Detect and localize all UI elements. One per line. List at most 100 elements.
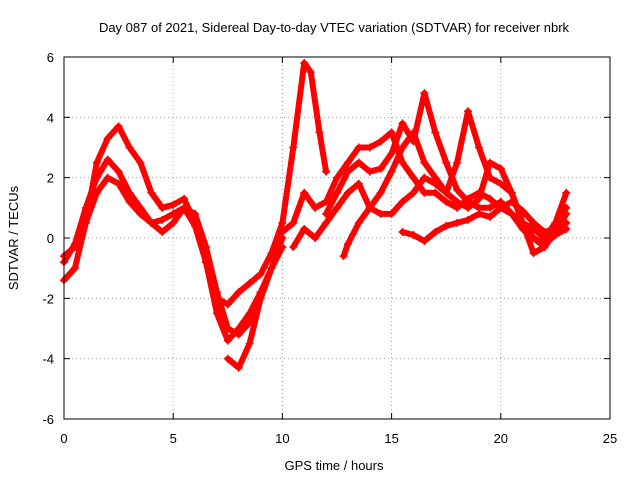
y-tick-label: -6	[42, 412, 54, 427]
data-point-marker	[376, 164, 385, 173]
series-line	[340, 108, 570, 260]
data-point-marker	[376, 188, 385, 197]
data-point-marker	[354, 218, 363, 227]
data-point-marker	[114, 179, 123, 188]
data-point-marker	[529, 218, 538, 227]
data-point-marker	[387, 167, 396, 176]
data-point-marker	[114, 167, 123, 176]
data-point-marker	[92, 173, 101, 182]
y-tick-label: -2	[42, 291, 54, 306]
data-point-marker	[147, 218, 156, 227]
data-point-marker	[507, 197, 516, 206]
x-tick-label: 25	[603, 431, 617, 446]
data-point-marker	[354, 158, 363, 167]
data-point-marker	[474, 194, 483, 203]
y-tick-label: 2	[47, 171, 54, 186]
x-tick-label: 15	[384, 431, 398, 446]
data-point-marker	[333, 173, 341, 182]
x-tick-label: 0	[60, 431, 67, 446]
data-point-marker	[70, 264, 79, 273]
data-point-marker	[398, 158, 407, 167]
y-axis-label: SDTVAR / TECUs	[6, 185, 21, 290]
data-point-marker	[442, 188, 451, 197]
data-point-marker	[158, 215, 167, 224]
data-point-marker	[409, 173, 418, 182]
data-point-marker	[431, 173, 440, 182]
data-point-marker	[376, 137, 385, 146]
data-point-marker	[278, 243, 287, 252]
data-point-marker	[223, 300, 232, 309]
data-point-marker	[311, 203, 320, 212]
data-point-marker	[333, 203, 341, 212]
data-point-marker	[201, 258, 210, 267]
data-point-marker	[507, 188, 516, 197]
data-point-marker	[191, 209, 200, 218]
data-point-marker	[289, 243, 298, 252]
ticks: 0 5 10 15 20 25 -6 -4 -2 0 2 4 6	[42, 50, 617, 446]
data-point-marker	[103, 134, 112, 143]
data-point-marker	[387, 209, 396, 218]
series-arc-4	[223, 243, 287, 372]
data-point-marker	[114, 122, 123, 131]
data-point-marker	[376, 209, 385, 218]
data-point-marker	[540, 240, 549, 249]
data-point-marker	[103, 155, 112, 164]
data-point-marker	[169, 209, 178, 218]
data-point-marker	[431, 128, 440, 137]
series-arc-9	[398, 197, 571, 246]
data-point-marker	[103, 173, 112, 182]
data-point-marker	[158, 203, 167, 212]
data-point-marker	[409, 230, 418, 239]
data-point-marker	[223, 336, 232, 345]
data-point-marker	[245, 279, 254, 288]
data-point-marker	[398, 227, 407, 236]
data-point-marker	[180, 203, 189, 212]
data-point-marker	[398, 197, 407, 206]
data-point-marker	[278, 227, 287, 236]
y-tick-label: 6	[47, 50, 54, 65]
data-point-marker	[234, 288, 243, 297]
data-point-marker	[92, 158, 101, 167]
data-point-marker	[256, 294, 265, 303]
data-point-marker	[453, 158, 462, 167]
data-point-marker	[125, 197, 134, 206]
data-point-marker	[420, 158, 429, 167]
series-layer	[60, 59, 571, 372]
data-point-marker	[343, 240, 352, 249]
data-point-marker	[518, 218, 527, 227]
data-point-marker	[234, 324, 243, 333]
x-tick-label: 10	[275, 431, 289, 446]
x-tick-label: 5	[170, 431, 177, 446]
data-point-marker	[191, 221, 200, 230]
data-point-marker	[496, 164, 505, 173]
data-point-marker	[420, 89, 429, 98]
data-point-marker	[485, 173, 494, 182]
data-point-marker	[158, 227, 167, 236]
data-point-marker	[529, 234, 538, 242]
data-point-marker	[322, 167, 331, 176]
data-point-marker	[442, 158, 451, 167]
data-point-marker	[256, 270, 265, 279]
data-point-marker	[485, 194, 494, 203]
data-point-marker	[529, 249, 538, 258]
data-point-marker	[398, 119, 407, 128]
data-point-marker	[431, 227, 440, 236]
data-point-marker	[420, 173, 429, 182]
data-point-marker	[315, 128, 324, 137]
data-point-marker	[540, 227, 549, 236]
data-point-marker	[339, 252, 348, 261]
data-point-marker	[365, 143, 374, 152]
data-point-marker	[92, 188, 101, 197]
data-point-marker	[453, 185, 462, 194]
data-point-marker	[306, 68, 315, 77]
data-point-marker	[387, 149, 396, 158]
data-point-marker	[311, 234, 320, 242]
series-line	[224, 244, 286, 371]
data-point-marker	[420, 188, 429, 197]
data-point-marker	[365, 167, 374, 176]
series-line	[399, 198, 570, 244]
data-point-marker	[453, 218, 462, 227]
data-point-marker	[474, 143, 483, 152]
data-point-marker	[136, 158, 145, 167]
